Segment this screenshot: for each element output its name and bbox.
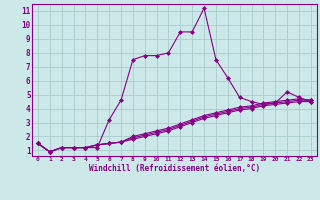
X-axis label: Windchill (Refroidissement éolien,°C): Windchill (Refroidissement éolien,°C) <box>89 164 260 173</box>
